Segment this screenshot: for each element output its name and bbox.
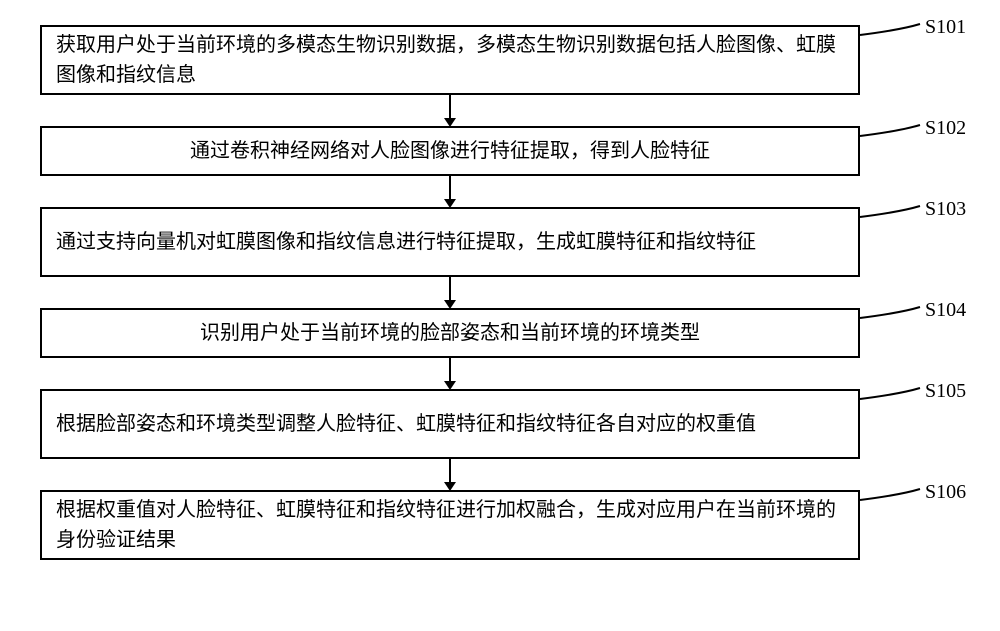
step-label-s101: S101 [925,16,966,39]
connector-s102-s103 [449,176,451,201]
step-text: 根据脸部姿态和环境类型调整人脸特征、虹膜特征和指纹特征各自对应的权重值 [56,409,844,439]
flowchart-canvas: 获取用户处于当前环境的多模态生物识别数据，多模态生物识别数据包括人脸图像、虹膜图… [0,0,1000,631]
step-label-s104: S104 [925,299,966,322]
arrowhead-icon [444,482,456,491]
arrowhead-icon [444,199,456,208]
step-box-s106: 根据权重值对人脸特征、虹膜特征和指纹特征进行加权融合，生成对应用户在当前环境的身… [40,490,860,560]
step-label-s102: S102 [925,117,966,140]
arrowhead-icon [444,118,456,127]
step-label-s105: S105 [925,380,966,403]
step-text: 通过卷积神经网络对人脸图像进行特征提取，得到人脸特征 [56,136,844,166]
step-label-s103: S103 [925,198,966,221]
step-text: 获取用户处于当前环境的多模态生物识别数据，多模态生物识别数据包括人脸图像、虹膜图… [56,30,844,90]
step-text: 根据权重值对人脸特征、虹膜特征和指纹特征进行加权融合，生成对应用户在当前环境的身… [56,495,844,555]
step-box-s102: 通过卷积神经网络对人脸图像进行特征提取，得到人脸特征 [40,126,860,176]
connector-s105-s106 [449,459,451,484]
step-text: 识别用户处于当前环境的脸部姿态和当前环境的环境类型 [56,318,844,348]
connector-s101-s102 [449,95,451,120]
step-box-s103: 通过支持向量机对虹膜图像和指纹信息进行特征提取，生成虹膜特征和指纹特征 [40,207,860,277]
arrowhead-icon [444,300,456,309]
step-label-s106: S106 [925,481,966,504]
connector-s103-s104 [449,277,451,302]
step-box-s105: 根据脸部姿态和环境类型调整人脸特征、虹膜特征和指纹特征各自对应的权重值 [40,389,860,459]
arrowhead-icon [444,381,456,390]
step-text: 通过支持向量机对虹膜图像和指纹信息进行特征提取，生成虹膜特征和指纹特征 [56,227,844,257]
step-box-s104: 识别用户处于当前环境的脸部姿态和当前环境的环境类型 [40,308,860,358]
connector-s104-s105 [449,358,451,383]
step-box-s101: 获取用户处于当前环境的多模态生物识别数据，多模态生物识别数据包括人脸图像、虹膜图… [40,25,860,95]
